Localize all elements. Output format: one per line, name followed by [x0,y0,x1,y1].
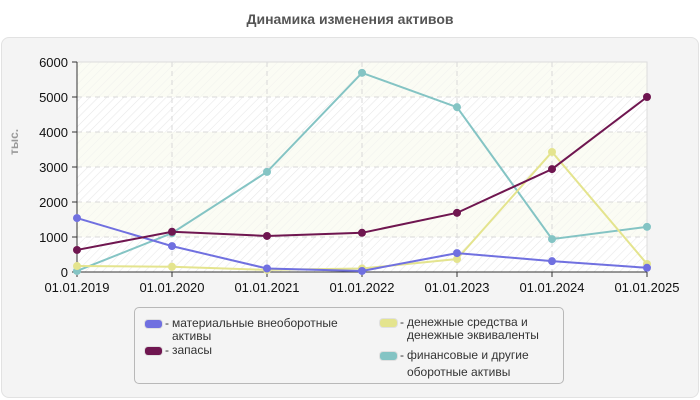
x-tick-label: 01.01.2021 [234,280,299,295]
y-tick-label: 6000 [39,55,68,70]
data-point[interactable] [263,231,271,240]
data-point[interactable] [73,245,81,254]
legend-swatch-icon [145,320,162,328]
y-tick-label: 5000 [39,90,68,105]
legend-label: запасы [172,343,212,357]
data-point[interactable] [168,227,176,236]
y-tick-label: 1000 [39,230,68,245]
data-point[interactable] [358,228,366,237]
data-point[interactable] [168,242,176,251]
data-point[interactable] [453,255,461,264]
data-point[interactable] [548,147,556,156]
data-point[interactable] [643,263,651,272]
x-tick-label: 01.01.2022 [329,280,394,295]
data-point[interactable] [548,165,556,174]
y-tick-label: 0 [61,265,68,280]
legend-swatch-icon [380,319,397,327]
legend-item-cash[interactable]: - денежные средства и денежные эквивалент… [380,316,539,342]
y-axis-title: тыс. [7,128,21,155]
tick-labels: 0 1000 2000 3000 4000 5000 6000 01.01.2019 01.01… [39,55,679,295]
x-tick-label: 01.01.2019 [44,280,109,295]
legend-swatch-icon [380,352,397,360]
legend-label: денежные средства и [407,315,528,329]
legend-item-fixed-assets[interactable]: - материальные внеоборотные активы [145,317,338,343]
data-point[interactable] [453,249,461,258]
y-tick-label: 2000 [39,195,68,210]
legend-label: материальные внеоборотные [172,316,338,330]
data-point[interactable] [548,257,556,266]
chart-title: Динамика изменения активов [246,11,454,27]
data-point[interactable] [358,68,366,77]
data-point[interactable] [73,262,81,271]
legend-item-financial-assets[interactable]: - финансовые и другие оборотные активы [380,347,529,381]
legend-item-inventory[interactable]: - запасы [145,344,212,357]
legend-swatch-icon [145,347,162,355]
data-point[interactable] [358,266,366,275]
data-point[interactable] [168,262,176,271]
data-point[interactable] [453,208,461,217]
data-point[interactable] [263,264,271,273]
series-line [73,214,651,275]
x-tick-label: 01.01.2023 [424,280,489,295]
data-series [73,68,651,275]
data-point[interactable] [643,93,651,101]
data-point[interactable] [263,167,271,176]
data-point[interactable] [453,103,461,112]
data-point[interactable] [548,235,556,244]
series-line [73,93,651,254]
y-tick-label: 4000 [39,125,68,140]
legend: - материальные внеоборотные активы - запа… [134,307,564,384]
data-point[interactable] [73,214,81,223]
data-point[interactable] [643,222,651,231]
x-tick-label: 01.01.2020 [139,280,204,295]
legend-label: финансовые и другие [407,348,529,362]
x-tick-label: 01.01.2025 [614,280,679,295]
y-tick-label: 3000 [39,160,68,175]
x-tick-label: 01.01.2024 [519,280,584,295]
